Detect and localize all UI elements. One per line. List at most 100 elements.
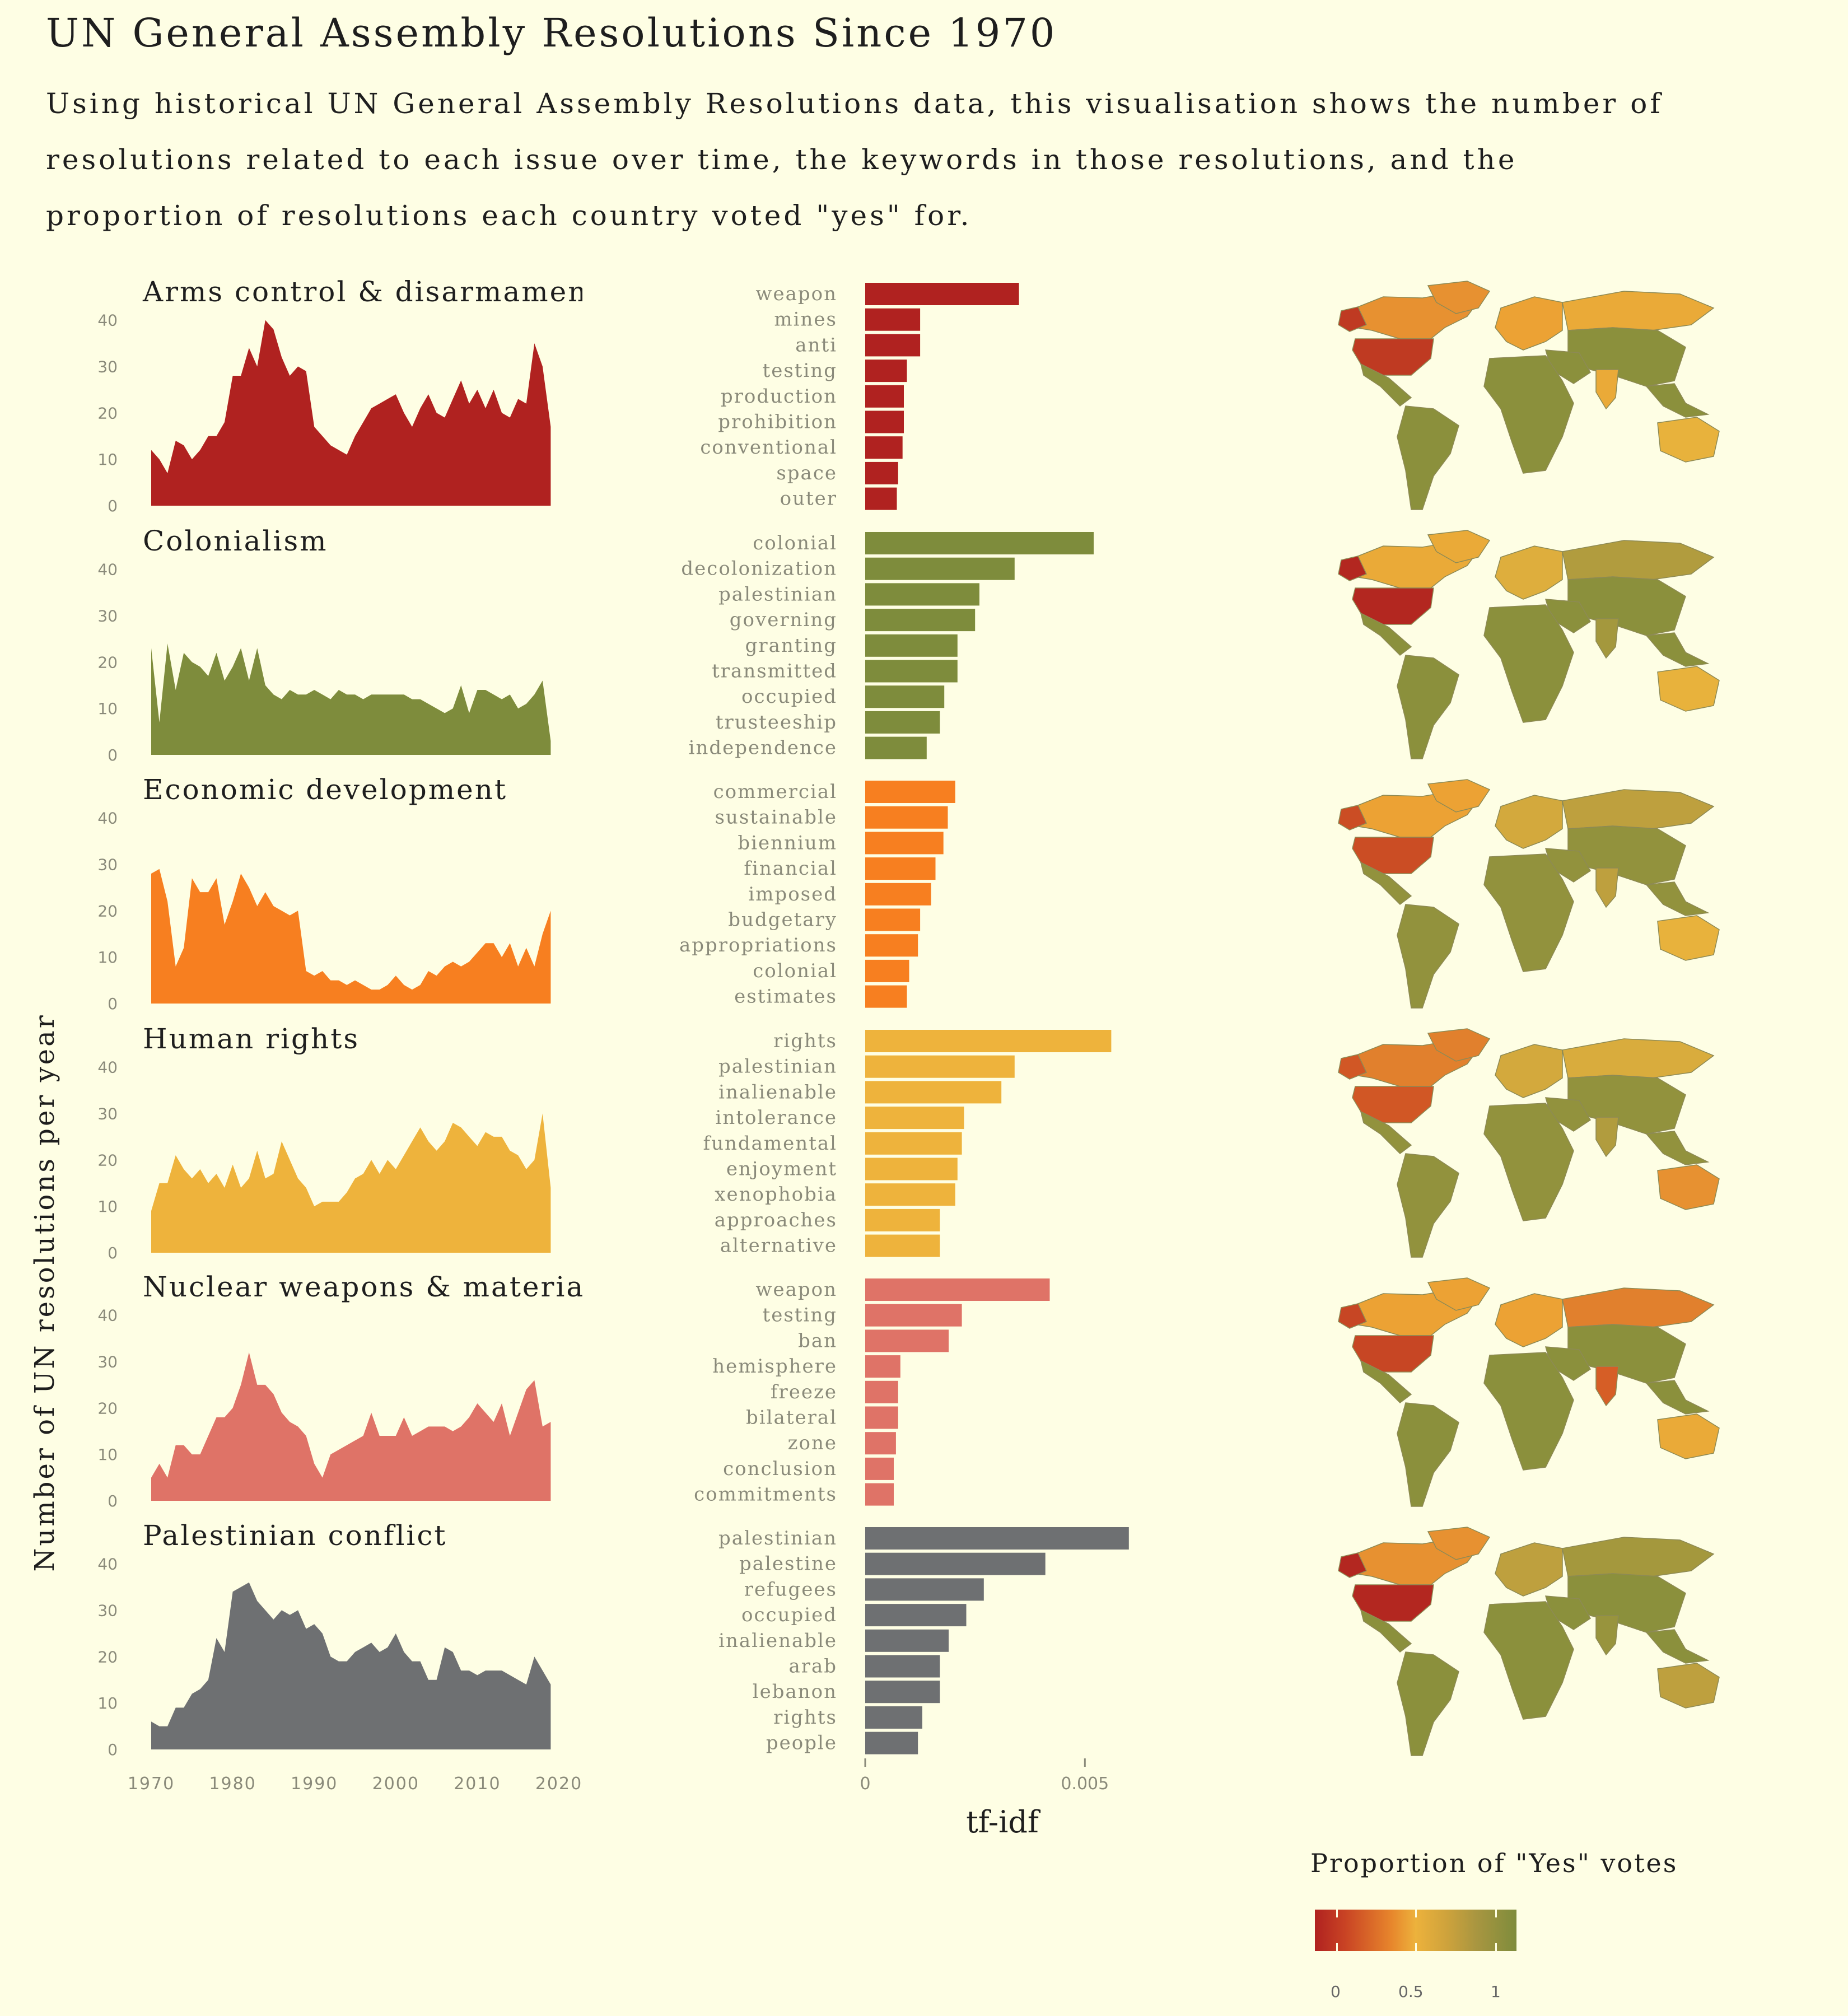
map-region-asia [1567, 576, 1686, 636]
world-map-palestinian [1338, 1527, 1720, 1756]
panel-title: Economic development [143, 773, 507, 806]
chart-title: UN General Assembly Resolutions Since 19… [46, 10, 1057, 56]
keyword-bar [865, 1732, 918, 1754]
map-region-alaska [1338, 556, 1368, 581]
keyword-label: independence [689, 737, 837, 759]
keyword-label: palestinian [718, 1527, 837, 1550]
y-tick-label: 30 [97, 606, 118, 625]
map-region-europe [1495, 795, 1563, 849]
x-axis-label: tf-idf [966, 1804, 1041, 1840]
map-region-usa [1352, 587, 1434, 625]
keyword-bar [865, 1055, 1015, 1078]
map-region-europe [1495, 545, 1563, 600]
map-region-samerica [1397, 1651, 1459, 1756]
x-tick-label: 2000 [372, 1774, 419, 1794]
map-region-usa [1352, 1335, 1434, 1373]
keyword-bar [865, 1380, 898, 1403]
x-tick-label: 1980 [209, 1774, 256, 1794]
area-colonialism [151, 643, 551, 755]
map-region-greenland [1427, 1527, 1491, 1560]
world-map-nuclear [1338, 1277, 1720, 1507]
keyword-label: palestine [739, 1553, 837, 1575]
legend-tick-label: 0.5 [1398, 1982, 1424, 2001]
map-region-alaska [1338, 1303, 1368, 1329]
panel-title: Arms control & disarmament [142, 276, 601, 308]
keyword-label: colonial [753, 532, 837, 554]
y-tick-label: 20 [97, 653, 118, 671]
legend-tickmark [1415, 1910, 1417, 1917]
map-region-seasia [1645, 1380, 1710, 1415]
keyword-bar [865, 711, 940, 734]
map-region-europe [1495, 1044, 1563, 1098]
keyword-label: palestinian [718, 583, 837, 605]
keyword-bar [865, 410, 904, 433]
keyword-label: lebanon [753, 1681, 837, 1703]
map-region-asia [1567, 327, 1686, 387]
keyword-bar [865, 1483, 894, 1506]
chart-subtitle: Using historical UN General Assembly Res… [46, 87, 1663, 232]
keyword-bar [865, 334, 921, 357]
map-region-alaska [1338, 1552, 1368, 1578]
keyword-label: inalienable [718, 1630, 837, 1652]
keyword-label: biennium [738, 832, 837, 854]
panel-title: Palestinian conflict [143, 1519, 447, 1552]
keyword-label: decolonization [681, 558, 837, 580]
map-region-alaska [1338, 1054, 1368, 1080]
map-region-russia [1562, 1287, 1715, 1328]
keyword-bar [865, 634, 958, 657]
map-region-usa [1352, 1584, 1434, 1622]
keyword-bar [865, 1183, 955, 1206]
map-region-seasia [1645, 881, 1710, 916]
x-tick-label: 1990 [291, 1774, 338, 1794]
keyword-label: approaches [715, 1209, 837, 1231]
keyword-label: rights [773, 1030, 837, 1052]
map-region-mexico [1360, 861, 1412, 905]
keyword-label: financial [744, 857, 837, 880]
map-region-mexico [1360, 363, 1412, 407]
y-tick-label: 40 [97, 1306, 118, 1325]
keyword-label: space [776, 462, 837, 484]
area-human_rights [151, 1113, 551, 1253]
keyword-label: budgetary [728, 909, 837, 931]
y-tick-label: 30 [97, 1352, 118, 1371]
y-tick-label: 10 [97, 1445, 118, 1464]
keyword-bar [865, 1604, 967, 1627]
keyword-bar [865, 806, 948, 829]
map-region-greenland [1427, 281, 1491, 314]
area-nuclear [151, 1352, 551, 1501]
map-region-asia [1567, 1324, 1686, 1384]
map-region-samerica [1397, 405, 1459, 510]
keyword-bar [865, 736, 927, 759]
x-tick-label: 0 [860, 1774, 870, 1794]
keyword-label: colonial [753, 960, 837, 982]
keyword-bar [865, 1457, 894, 1480]
keyword-label: people [766, 1732, 837, 1754]
keyword-bar [865, 609, 976, 632]
keyword-label: sustainable [715, 806, 837, 829]
map-region-usa [1352, 1086, 1434, 1123]
map-region-india [1595, 369, 1619, 410]
y-tick-label: 20 [97, 1399, 118, 1417]
map-region-mexico [1360, 1609, 1412, 1653]
keyword-bar [865, 308, 921, 331]
keyword-bar [865, 385, 904, 408]
keyword-bar [865, 985, 907, 1008]
map-region-europe [1495, 1293, 1563, 1347]
world-map-arms [1338, 281, 1720, 510]
map-region-greenland [1427, 530, 1491, 563]
map-region-africa [1483, 355, 1574, 474]
map-region-samerica [1397, 1153, 1459, 1258]
keyword-label: mines [774, 309, 837, 331]
keyword-bar [865, 1107, 964, 1130]
keyword-label: appropriations [679, 934, 837, 956]
y-tick-label: 40 [97, 1058, 118, 1077]
x-tick-label: 2020 [535, 1774, 582, 1794]
area-arms [151, 320, 551, 506]
keyword-bar [865, 360, 907, 382]
map-region-australia [1657, 1413, 1720, 1459]
keyword-bar [865, 1527, 1129, 1550]
keyword-label: hemisphere [712, 1355, 837, 1378]
keyword-label: enjoyment [726, 1158, 837, 1180]
keyword-bar [865, 1706, 922, 1729]
y-tick-label: 40 [97, 561, 118, 579]
